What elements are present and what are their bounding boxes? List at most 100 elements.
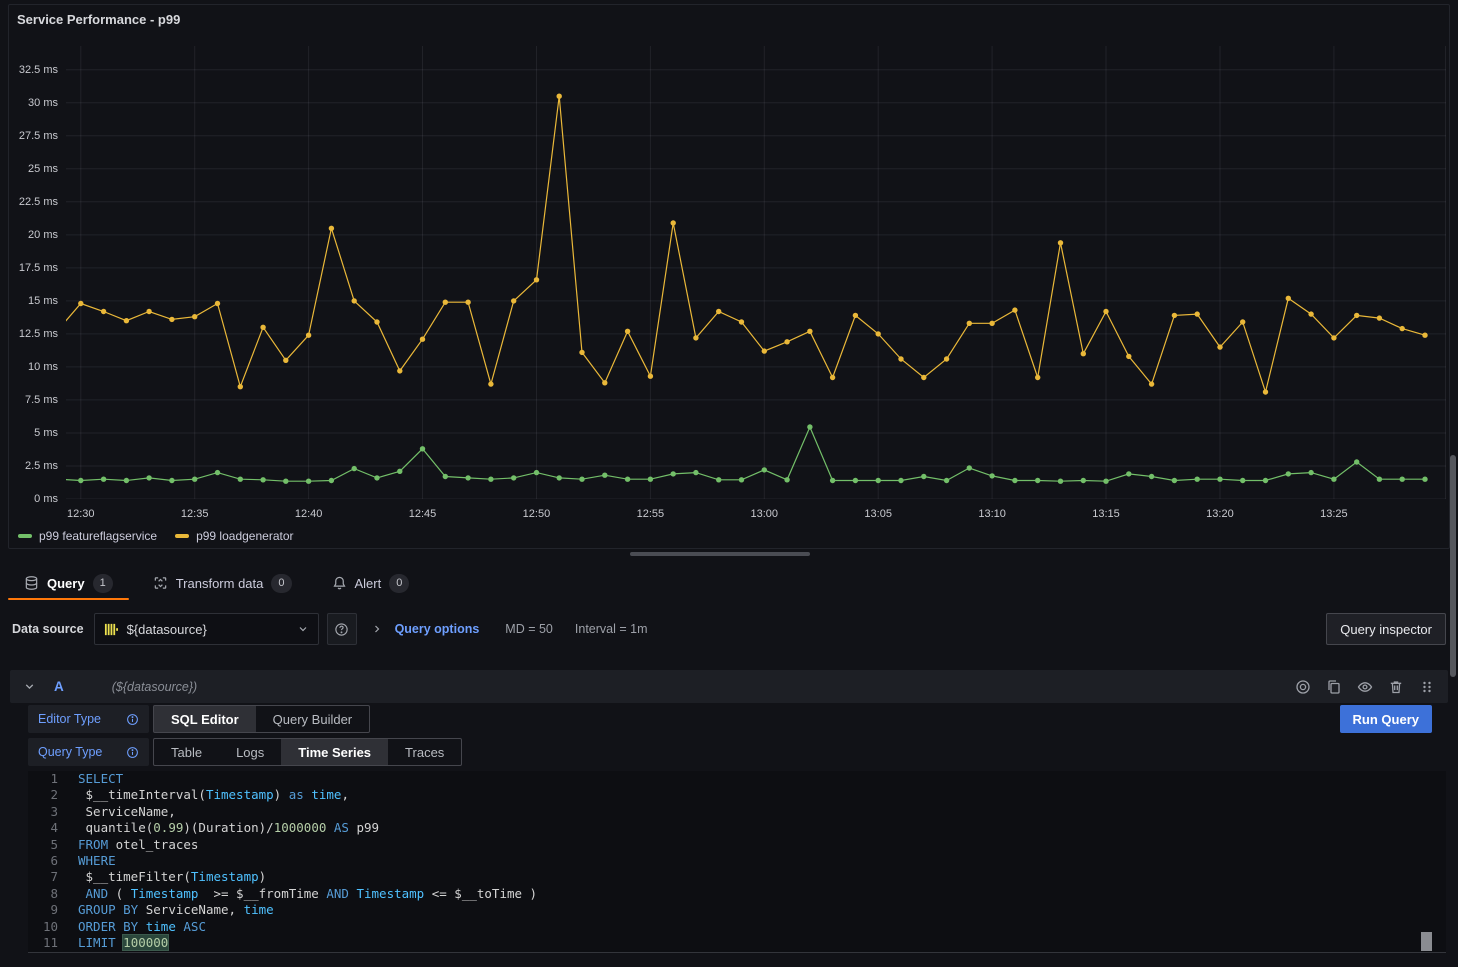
query-options-link[interactable]: Query options (394, 622, 480, 636)
datasource-picker[interactable]: ${datasource} (93, 613, 319, 645)
sql-line[interactable]: 6 WHERE (28, 853, 1446, 869)
y-tick-label: 15 ms (28, 294, 58, 307)
page-scrollbar-thumb[interactable] (1450, 455, 1456, 677)
query-type-switch: Table Logs Time Series Traces (153, 738, 463, 766)
line-number: 5 (50, 836, 58, 852)
run-query-button[interactable]: Run Query (1339, 705, 1432, 733)
query-inspector-button[interactable]: Query inspector (1326, 613, 1446, 645)
tab-transform-data[interactable]: Transform data 0 (137, 566, 308, 600)
code-text: ServiceName, (78, 803, 176, 819)
tab-count-badge: 0 (271, 573, 292, 593)
datasource-label: Data source (12, 622, 84, 636)
sql-line[interactable]: 3 ServiceName, (28, 804, 1446, 820)
chevron-down-icon (299, 627, 306, 632)
series-swatch-yellow (175, 534, 190, 538)
editor-type-label: Editor Type (38, 712, 102, 726)
query-type-row: Query Type Table Logs Time Series Traces (28, 738, 463, 766)
sql-code-editor[interactable]: 1 SELECT 2 $__timeInterval(Timestamp) as t… (28, 771, 1446, 953)
sql-line[interactable]: 11 LIMIT 100000 (28, 934, 1446, 951)
line-number: 11 (42, 934, 58, 950)
query-row-actions (1295, 679, 1435, 695)
editor-type-query-builder[interactable]: Query Builder (272, 711, 353, 727)
tab-label: Transform data (175, 575, 264, 591)
query-datasource-hint: (${datasource}) (111, 679, 198, 694)
sql-line[interactable]: 2 $__timeInterval(Timestamp) as time, (28, 787, 1446, 803)
editor-type-sql-editor[interactable]: SQL Editor (154, 706, 256, 732)
legend-item-featureflagservice[interactable]: p99 featureflagservice (18, 529, 157, 543)
query-toolbar: Data source ${datasource} Query options … (12, 613, 1446, 645)
y-tick-label: 12.5 ms (18, 327, 58, 340)
sql-line[interactable]: 5 FROM otel_traces (28, 837, 1446, 853)
query-options-interval: Interval = 1m (574, 622, 648, 636)
x-tick-label: 12:30 (67, 508, 95, 520)
sql-line[interactable]: 7 $__timeFilter(Timestamp) (28, 869, 1446, 885)
x-tick-label: 13:10 (978, 508, 1006, 520)
tab-label: Alert (354, 575, 382, 591)
duplicate-query-icon[interactable] (1326, 679, 1342, 695)
line-number: 3 (50, 803, 58, 819)
legend-item-loadgenerator[interactable]: p99 loadgenerator (175, 529, 294, 543)
x-tick-label: 13:05 (864, 508, 892, 520)
line-number: 4 (50, 820, 58, 836)
query-type-table[interactable]: Table (171, 744, 203, 760)
editor-type-switch: SQL Editor Query Builder (153, 705, 371, 733)
datasource-default-icon[interactable] (1295, 679, 1311, 695)
tab-label: Query (47, 575, 85, 591)
legend-label: p99 featureflagservice (39, 529, 158, 543)
query-ref-id[interactable]: A (54, 679, 64, 694)
sql-line[interactable]: 1 SELECT (28, 771, 1446, 787)
info-circle-icon[interactable] (126, 746, 139, 759)
timeseries-panel: Service Performance - p99 0 ms 2.5 ms 5 ms… (8, 4, 1450, 549)
y-tick-label: 30 ms (28, 96, 58, 109)
y-tick-label: 10 ms (28, 360, 58, 373)
editor-scrollbar-thumb[interactable] (1421, 932, 1432, 951)
x-tick-label: 12:45 (408, 508, 437, 520)
query-options-collapse[interactable]: Query options MD = 50 Interval = 1m (371, 622, 1327, 636)
x-tick-label: 13:20 (1206, 508, 1234, 520)
line-number: 8 (50, 885, 58, 901)
delete-query-trash-icon[interactable] (1388, 679, 1404, 695)
info-circle-icon[interactable] (126, 713, 139, 726)
query-type-logs[interactable]: Logs (236, 744, 265, 760)
query-type-time-series[interactable]: Time Series (281, 739, 389, 765)
panel-editor-tabs: Query 1 Transform data 0 Alert 0 (8, 566, 425, 600)
x-tick-label: 12:50 (522, 508, 551, 520)
drag-handle-icon[interactable] (1419, 679, 1435, 695)
transform-icon (154, 577, 166, 589)
x-tick-label: 12:55 (636, 508, 665, 520)
code-text: WHERE (78, 852, 116, 868)
tab-alert[interactable]: Alert 0 (316, 566, 426, 600)
chart-legend: p99 featureflagservice p99 loadgenerator (18, 529, 294, 543)
sql-line[interactable]: 10 ORDER BY time ASC (28, 919, 1446, 935)
code-text: $__timeInterval(Timestamp) as time, (78, 787, 349, 803)
query-type-traces[interactable]: Traces (405, 744, 445, 760)
x-tick-label: 13:00 (750, 508, 779, 520)
hide-query-eye-icon[interactable] (1357, 679, 1373, 695)
tab-query[interactable]: Query 1 (8, 566, 129, 600)
code-text: AND ( Timestamp >= $__fromTime AND Times… (85, 885, 538, 901)
active-tab-underline (8, 598, 129, 600)
sql-line[interactable]: 9 GROUP BY ServiceName, time (28, 902, 1446, 918)
query-type-label: Query Type (38, 745, 103, 759)
sql-line[interactable]: 4 quantile(0.99)(Duration)/1000000 AS p9… (28, 820, 1446, 836)
panel-title[interactable]: Service Performance - p99 (17, 12, 181, 27)
query-type-chip: Query Type (28, 738, 149, 766)
bell-icon (332, 576, 346, 590)
collapse-query-chevron-icon[interactable] (23, 680, 36, 693)
x-tick-label: 12:40 (294, 508, 323, 520)
y-tick-label: 22.5 ms (18, 195, 58, 208)
panel-resize-handle[interactable] (630, 552, 810, 556)
datasource-help-button[interactable] (326, 613, 357, 645)
line-number: 7 (50, 869, 58, 885)
code-text: FROM otel_traces (78, 836, 199, 852)
y-tick-label: 20 ms (28, 228, 58, 241)
sql-line[interactable]: 8 AND ( Timestamp >= $__fromTime AND Tim… (28, 886, 1446, 902)
datasource-value: ${datasource} (126, 621, 207, 637)
y-tick-label: 0 ms (34, 493, 58, 505)
line-number: 1 (50, 771, 58, 786)
editor-type-row: Editor Type SQL Editor Query Builder (28, 705, 371, 733)
legend-label: p99 loadgenerator (196, 529, 294, 543)
chart-plot[interactable] (66, 46, 1446, 499)
line-number: 10 (42, 918, 58, 934)
y-tick-label: 2.5 ms (24, 459, 58, 472)
